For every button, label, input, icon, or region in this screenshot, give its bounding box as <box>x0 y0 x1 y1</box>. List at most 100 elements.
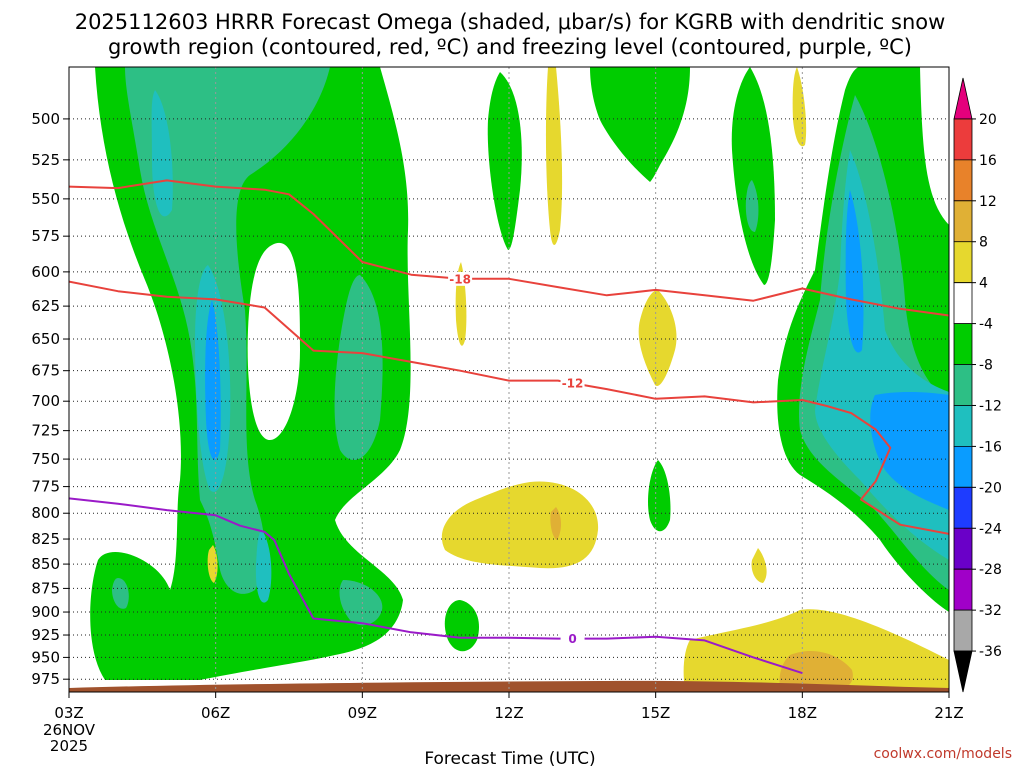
colorbar-segment <box>953 446 973 488</box>
omega-region-teal-mid <box>334 275 383 460</box>
omega-region-yellow4 <box>638 290 677 386</box>
y-tick-label: 750 <box>31 450 60 468</box>
omega-region-green-upper1 <box>487 72 522 250</box>
colorbar-label: 12 <box>979 194 997 210</box>
contour-label-bg <box>560 376 585 391</box>
colorbar-label: 20 <box>979 112 997 128</box>
colorbar-label: -32 <box>979 603 1002 619</box>
colorbar-label: -20 <box>979 480 1002 496</box>
contour-dendritic_bottom <box>69 280 949 535</box>
y-tick-label: 500 <box>31 110 60 128</box>
colorbar-segment <box>953 159 973 202</box>
y-tick-label: 675 <box>31 362 60 380</box>
colorbar-segment <box>953 650 973 693</box>
y-tick-label: 700 <box>31 392 60 410</box>
contour-dendritic_top <box>69 179 949 317</box>
contours: -18 -12 0 <box>69 179 949 675</box>
colorbar-segment <box>953 486 973 529</box>
colorbar-segment <box>953 527 973 570</box>
chart-subtitle: growth region (contoured, red, ºC) and f… <box>108 35 912 59</box>
y-tick-label: 825 <box>31 530 60 548</box>
x-tick-label: 09Z <box>348 704 377 722</box>
colorbar-label: -36 <box>979 644 1002 660</box>
y-tick-label: 650 <box>31 330 60 348</box>
omega-region-teal-small <box>745 180 759 232</box>
y-tick-label: 575 <box>31 227 60 245</box>
y-tick-label: 775 <box>31 478 60 496</box>
y-tick-label: 850 <box>31 555 60 573</box>
omega-region-yellow5 <box>207 545 218 583</box>
omega-region-green-upper2 <box>590 67 690 182</box>
omega-region-yellow6 <box>441 481 599 569</box>
colorbar-segment <box>953 118 973 161</box>
omega-region-orange-small <box>550 507 562 540</box>
x-date-label: 26NOV <box>43 721 96 739</box>
omega-region-green-right-upper <box>731 67 775 285</box>
colorbar-segment <box>953 282 973 324</box>
colorbar-label: 16 <box>979 153 997 169</box>
y-tick-label: 950 <box>31 648 60 666</box>
omega-region-cyan-lower <box>255 530 272 603</box>
y-axis: 500 525 550 575 600 625 650 675 700 725 750 775 800 8… <box>31 110 69 688</box>
chart-title: 2025112603 HRRR Forecast Omega (shaded, … <box>75 10 946 34</box>
omega-region-yellow8 <box>683 609 949 690</box>
colorbar-segment <box>953 200 973 243</box>
omega-region-yellow1 <box>545 67 563 245</box>
colorbar-label: -4 <box>979 317 993 333</box>
colorbar-segment <box>953 241 973 284</box>
colorbar: 20 16 12 8 4 -4 -8 -12 -16 -20 -24 -28 -32 -36 <box>953 77 1002 693</box>
omega-region-teal-left <box>125 67 330 594</box>
colorbar-label: -12 <box>979 398 1002 414</box>
omega-region-blue-right <box>845 190 949 510</box>
colorbar-segment <box>953 77 973 120</box>
colorbar-segment <box>953 405 973 447</box>
x-axis-label: Forecast Time (UTC) <box>424 749 595 768</box>
x-tick-label: 15Z <box>641 704 670 722</box>
colorbar-label: -28 <box>979 562 1002 578</box>
contour-label: -12 <box>562 377 584 391</box>
x-date-label: 2025 <box>50 737 88 755</box>
y-tick-label: 525 <box>31 151 60 169</box>
y-tick-label: 975 <box>31 670 60 688</box>
x-tick-label: 21Z <box>934 704 963 722</box>
omega-region-yellow2 <box>792 67 807 147</box>
contour-label: -18 <box>449 272 471 286</box>
colorbar-segment <box>953 568 973 611</box>
y-tick-label: 550 <box>31 190 60 208</box>
x-tick-label: 18Z <box>788 704 817 722</box>
omega-region-teal-lowleft <box>112 578 129 609</box>
contour-label-bg <box>560 631 585 646</box>
omega-shading <box>69 67 949 692</box>
credit-text: coolwx.com/models <box>874 746 1012 762</box>
contour-freezing_level <box>69 497 803 675</box>
y-tick-label: 625 <box>31 297 60 315</box>
x-tick-label: 12Z <box>494 704 523 722</box>
omega-region-yellow7 <box>751 548 767 583</box>
y-tick-label: 875 <box>31 579 60 597</box>
colorbar-label: 8 <box>979 235 988 251</box>
x-tick-label: 03Z <box>54 704 83 722</box>
colorbar-label: -8 <box>979 358 993 374</box>
omega-region-white-hole <box>247 242 300 440</box>
colorbar-label: 4 <box>979 276 988 292</box>
grid <box>68 67 950 692</box>
colorbar-segment <box>953 323 973 365</box>
colorbar-segment <box>953 364 973 406</box>
contour-label-bg <box>448 271 473 286</box>
omega-region-cyan-left <box>151 90 173 217</box>
omega-region-teal-low <box>339 580 383 626</box>
y-tick-label: 925 <box>31 626 60 644</box>
colorbar-label: -16 <box>979 439 1002 455</box>
y-tick-label: 800 <box>31 504 60 522</box>
x-tick-label: 06Z <box>201 704 230 722</box>
omega-region-blue-core <box>205 300 221 460</box>
y-tick-label: 725 <box>31 422 60 440</box>
contour-label: 0 <box>568 632 576 646</box>
y-tick-label: 900 <box>31 603 60 621</box>
y-tick-label: 600 <box>31 263 60 281</box>
colorbar-label: -24 <box>979 521 1002 537</box>
colorbar-segment <box>953 609 973 652</box>
terrain <box>69 680 949 692</box>
